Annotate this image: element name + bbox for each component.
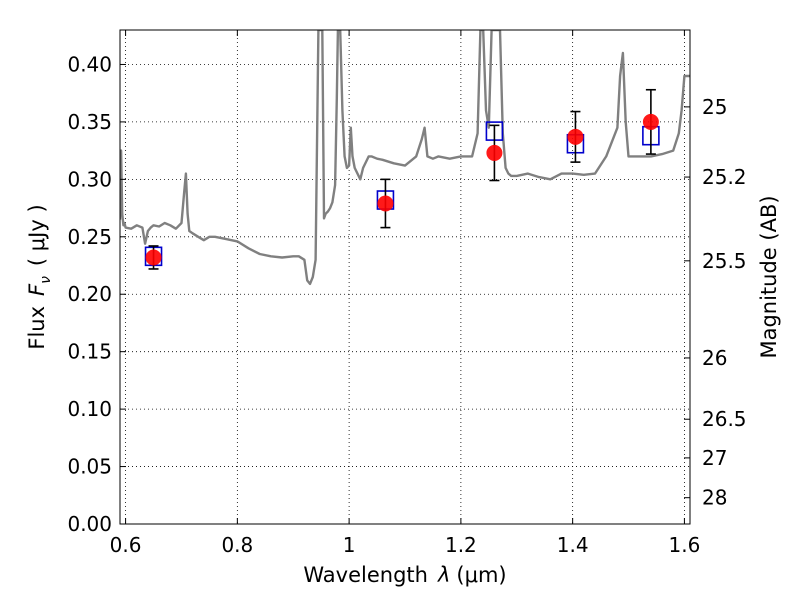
magnitude-tick-label: 26 [702,346,727,370]
observed-point [377,195,394,212]
x-tick-label: 1.6 [669,533,701,557]
observed-point [486,144,503,161]
observed-point [567,128,584,145]
y-tick-label: 0.20 [67,282,112,306]
y-tick-label: 0.00 [67,512,112,536]
x-tick-label: 0.8 [221,533,253,557]
y-tick-label: 0.15 [67,340,112,364]
magnitude-tick-label: 28 [702,486,727,510]
plot-frame [119,29,691,525]
magnitude-tick-label: 26.5 [702,407,747,431]
x-tick-label: 1 [343,533,356,557]
x-tick-label: 0.6 [110,533,142,557]
x-tick-label: 1.4 [557,533,589,557]
observed-point [145,249,162,266]
plot-area [120,30,690,524]
y-axis-label: FluxFν( μJy ) [25,204,54,349]
magnitude-axis-ticks: 25 25.2 25.5 26 26.5 27 28 [684,95,747,510]
magnitude-tick-label: 25.2 [702,165,747,189]
observed-layer [145,88,659,270]
model-spectrum-line [120,30,690,286]
y-tick-label: 0.05 [67,455,112,479]
observed-point [642,113,659,130]
magnitude-axis-label: Magnitude (AB) [757,195,781,358]
y-tick-label: 0.35 [67,110,112,134]
magnitude-tick-label: 27 [702,446,727,470]
magnitude-tick-label: 25 [702,95,727,119]
x-axis-ticks: 0.6 0.8 1 1.2 1.4 1.6 [110,30,701,557]
y-tick-label: 0.40 [67,52,112,76]
model-spectrum-layer [120,30,690,286]
y-tick-label: 0.30 [67,167,112,191]
y-axis-ticks: 0.00 0.05 0.10 0.15 0.20 0.25 0.30 0.35 0.40 [67,52,126,536]
y-tick-label: 0.10 [67,397,112,421]
magnitude-tick-label: 25.5 [702,249,747,273]
x-axis-label: Wavelength λ (μm) [303,563,506,587]
x-tick-label: 1.2 [445,533,477,557]
y-tick-label: 0.25 [67,225,112,249]
